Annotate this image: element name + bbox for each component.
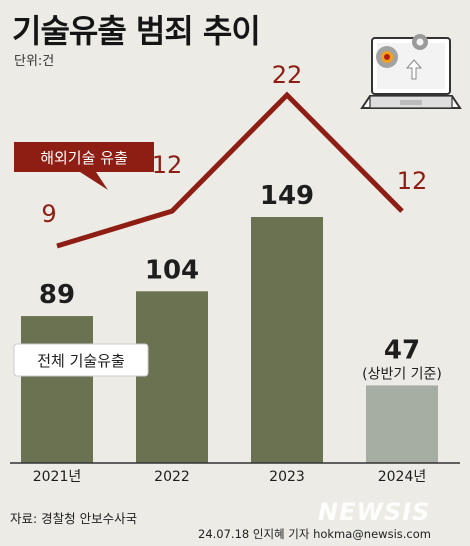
bar-value-label: 89 bbox=[39, 280, 75, 310]
bar-2022 bbox=[136, 291, 208, 463]
line-layer bbox=[56, 91, 404, 249]
bar-value-label: 47 bbox=[384, 335, 420, 365]
unit-label: 단위:건 bbox=[14, 54, 55, 69]
upload-arrow-icon bbox=[405, 59, 423, 80]
line-value-label: 9 bbox=[41, 200, 56, 228]
bar-2024년 bbox=[366, 385, 438, 463]
bars-layer bbox=[21, 217, 438, 463]
overseas-leak-line bbox=[56, 91, 404, 249]
chart-title: 기술유출 범죄 추이 bbox=[12, 12, 261, 50]
bar-value-label: 149 bbox=[260, 181, 314, 211]
legend-total-label: 전체 기술유출 bbox=[37, 352, 125, 370]
bar-2021년 bbox=[21, 316, 93, 463]
x-tick-label: 2023 bbox=[269, 469, 305, 485]
credit-note: 24.07.18 인지혜 기자 hokma@newsis.com bbox=[198, 527, 431, 541]
x-tick-label: 2021년 bbox=[33, 469, 82, 485]
labels-layer: 89 104 149 47(상반기 기준) 9 12 22 12 bbox=[39, 61, 442, 382]
legend-total-box bbox=[13, 343, 149, 377]
x-tick-label: 2022 bbox=[154, 469, 190, 485]
gear-icon bbox=[376, 34, 428, 68]
axis-layer: 2021년 2022 2023 2024년 bbox=[10, 462, 460, 485]
partial-year-note: (상반기 기준) bbox=[362, 366, 442, 382]
x-tick-label: 2024년 bbox=[378, 469, 427, 485]
bar-2023 bbox=[251, 217, 323, 463]
source-note: 자료: 경찰청 안보수사국 bbox=[10, 511, 138, 526]
line-value-label: 22 bbox=[272, 61, 303, 89]
watermark-logo: NEWSIS bbox=[318, 498, 431, 526]
legend-overseas-callout bbox=[14, 142, 154, 190]
line-value-label: 12 bbox=[397, 167, 428, 195]
laptop-icon bbox=[360, 37, 462, 109]
bar-value-label: 104 bbox=[145, 255, 199, 285]
line-value-label: 12 bbox=[152, 151, 183, 179]
legend-overseas-label: 해외기술 유출 bbox=[40, 149, 128, 167]
